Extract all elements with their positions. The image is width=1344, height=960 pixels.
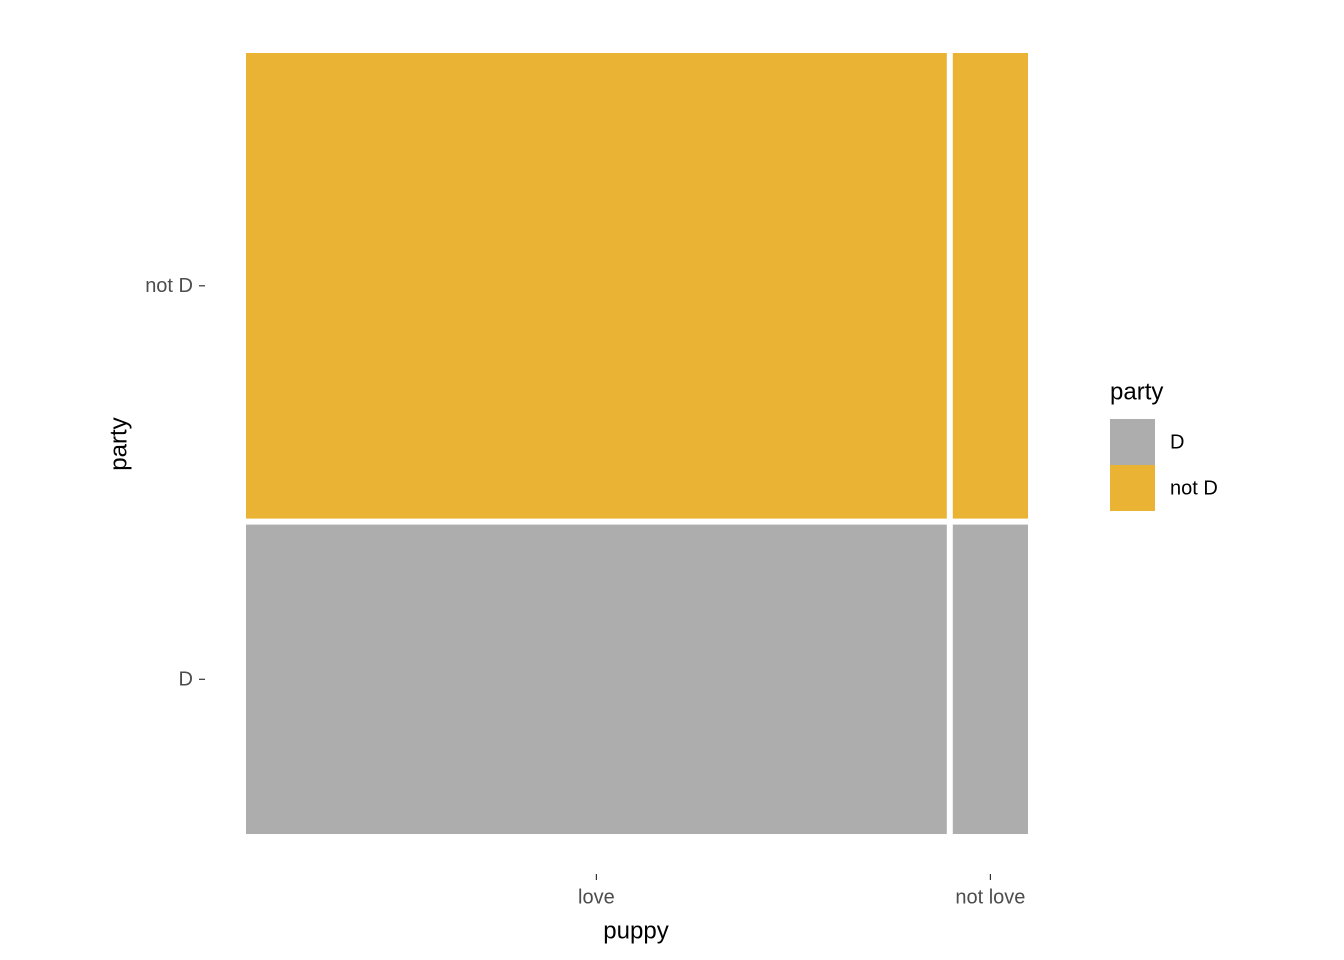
y-tick-label: not D — [145, 275, 193, 297]
mosaic-tile — [952, 524, 1028, 834]
x-axis-title: puppy — [603, 917, 668, 944]
legend-label: D — [1170, 431, 1184, 453]
mosaic-tile — [246, 524, 947, 834]
mosaic-tile — [952, 53, 1028, 519]
x-tick-label: not love — [955, 886, 1025, 908]
mosaic-tile — [246, 53, 947, 519]
legend-title: party — [1110, 378, 1163, 405]
legend-key — [1110, 465, 1155, 511]
legend-label: not D — [1170, 477, 1218, 499]
y-axis-title: party — [105, 417, 132, 470]
y-tick-label: D — [179, 669, 193, 691]
x-tick-label: love — [578, 886, 615, 908]
legend-key — [1110, 419, 1155, 465]
